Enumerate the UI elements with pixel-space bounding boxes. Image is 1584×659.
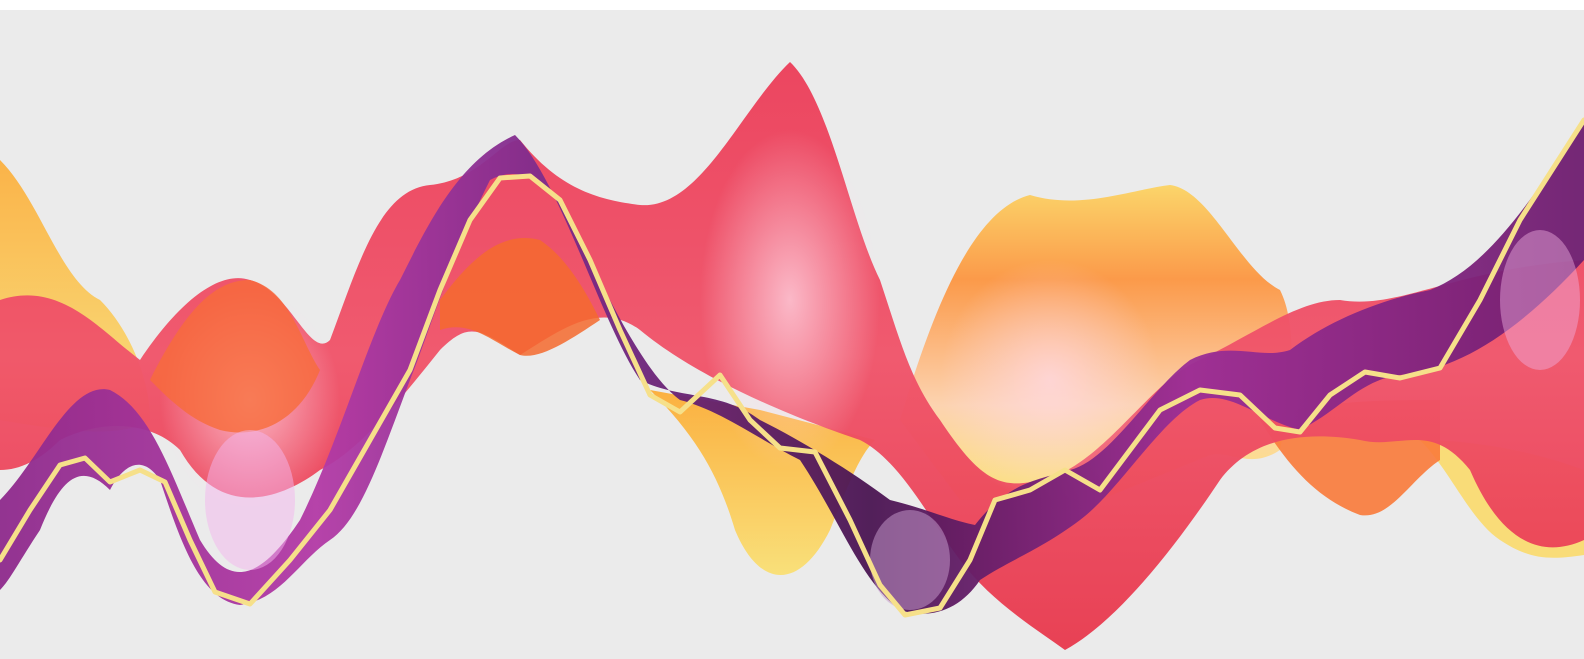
wave-orange-left	[150, 280, 320, 433]
wave-purple	[0, 120, 1584, 614]
highlight	[940, 260, 1160, 500]
wave-orange-mid	[440, 238, 600, 356]
highlight	[700, 130, 880, 470]
highlight	[870, 510, 950, 610]
highlight	[205, 430, 295, 570]
highlight	[1500, 230, 1580, 370]
top-strip	[0, 0, 1584, 10]
wave-yellow-line	[0, 117, 1584, 618]
